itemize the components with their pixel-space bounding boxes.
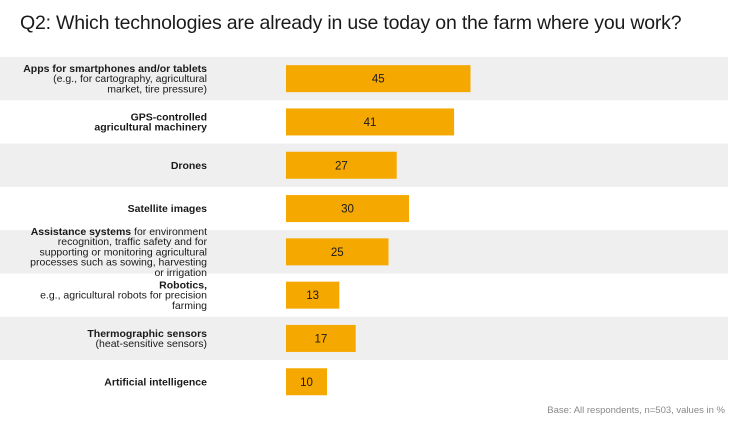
chart-row: 25 Assistance systems for environment reco… xyxy=(0,226,728,279)
chart-row: 30 Satellite images xyxy=(128,195,409,223)
category-label: Satellite images xyxy=(128,203,208,215)
bar xyxy=(286,324,356,352)
data-label: 10 xyxy=(300,377,313,389)
data-label: 30 xyxy=(341,204,354,216)
row-background xyxy=(0,316,728,361)
category-label: Robotics, e.g., agricultural robots for p… xyxy=(40,279,207,311)
category-label: Assistance systems for environment recogn… xyxy=(30,226,207,279)
bar xyxy=(286,368,327,396)
data-label: 17 xyxy=(314,333,327,345)
data-label: 25 xyxy=(331,247,344,259)
chart-row: 17 Thermographic sensors (heat-sensitive s… xyxy=(0,316,728,361)
bar xyxy=(286,108,455,136)
data-label: 27 xyxy=(335,160,348,172)
bar xyxy=(286,281,340,309)
data-label: 41 xyxy=(364,117,377,129)
category-label: GPS-controlled agricultural machinery xyxy=(94,111,207,133)
category-label: Thermographic sensors (heat-sensitive sen… xyxy=(87,328,207,350)
chart-title: Q2: Which technologies are already in us… xyxy=(20,12,682,34)
bar xyxy=(286,238,389,266)
chart-row: 45 Apps for smartphones and/or tablets (e.… xyxy=(0,57,728,101)
bar xyxy=(286,195,409,223)
chart-row: 10 Artificial intelligence xyxy=(104,368,327,396)
chart-row: 41 GPS-controlled agricultural machinery xyxy=(94,108,455,136)
category-label: Drones xyxy=(171,160,207,172)
chart-row: 13 Robotics, e.g., agricultural robots for… xyxy=(40,279,340,312)
chart-row: 27 Drones xyxy=(0,143,728,187)
chart-footnote: Base: All respondents, n=503, values in … xyxy=(547,405,725,416)
data-label: 13 xyxy=(306,290,319,302)
data-label: 45 xyxy=(372,74,385,86)
bar xyxy=(286,151,397,179)
category-label: Artificial intelligence xyxy=(104,376,207,388)
category-label: Apps for smartphones and/or tablets (e.g.… xyxy=(23,63,207,95)
bar xyxy=(286,65,471,93)
